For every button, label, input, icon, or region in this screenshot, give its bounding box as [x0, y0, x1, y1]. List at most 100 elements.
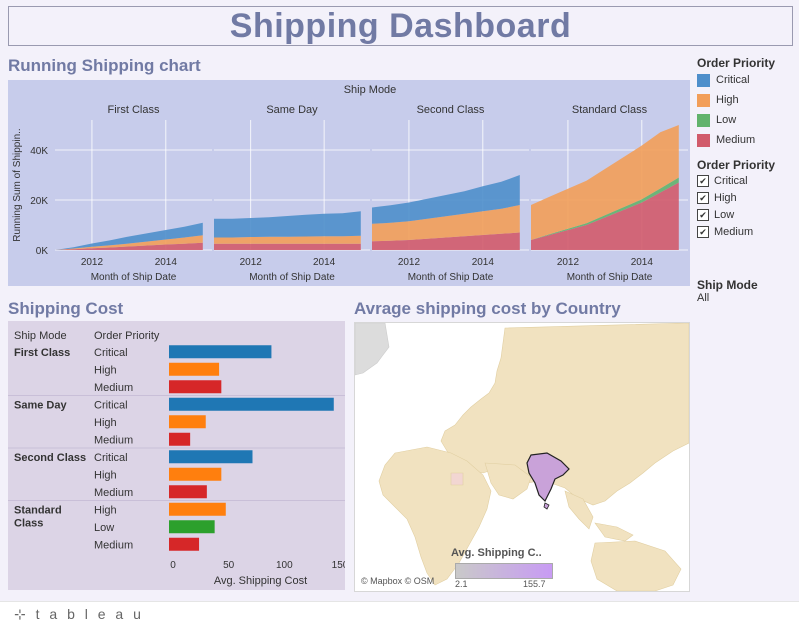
cost-bar[interactable]: [169, 520, 215, 534]
running-x-tick: 2012: [398, 257, 421, 268]
panel-standard-class[interactable]: Standard Class 2012 2014 Month of Ship Date: [531, 104, 688, 283]
order-priority-color-legend: Order Priority Critical High Low Medium: [697, 56, 775, 150]
cost-priority-label: Critical: [94, 452, 128, 464]
cost-bar[interactable]: [169, 485, 207, 499]
cost-row[interactable]: Second Class Critical: [8, 447, 345, 464]
cost-bar[interactable]: [169, 502, 226, 516]
cost-x-tick: 50: [223, 560, 235, 571]
cost-row[interactable]: First Class Critical: [14, 345, 272, 359]
area-medium[interactable]: [531, 182, 679, 251]
running-x-label: Month of Ship Date: [249, 272, 335, 283]
checkbox-icon[interactable]: ✔: [697, 208, 709, 221]
filter-rows[interactable]: ✔ Critical ✔ High ✔ Low ✔ Medium: [697, 172, 775, 240]
legend-item-high[interactable]: High: [697, 90, 775, 110]
country-map[interactable]: Avg. Shipping C.. 2.1 155.7 © Mapbox © O…: [354, 322, 690, 592]
area-medium[interactable]: [214, 243, 361, 250]
checkbox-icon[interactable]: ✔: [697, 225, 709, 238]
legend-swatch: [697, 113, 710, 127]
cost-row[interactable]: Medium: [94, 432, 191, 447]
cost-priority-label: Low: [94, 522, 114, 534]
filter-option-high[interactable]: ✔ High: [697, 189, 775, 206]
map-color-legend: [455, 563, 553, 579]
cost-bar[interactable]: [169, 345, 272, 359]
shipping-cost-bar-chart[interactable]: Ship Mode Order Priority First Class Critic…: [8, 321, 349, 590]
filter-label: Critical: [714, 174, 748, 187]
cost-row[interactable]: Medium: [94, 485, 207, 499]
cost-row[interactable]: Medium: [94, 380, 222, 394]
area-high[interactable]: [372, 205, 520, 242]
cost-row[interactable]: High: [94, 415, 206, 429]
running-x-tick: 2014: [631, 257, 654, 268]
running-y-tick: 0K: [36, 246, 49, 257]
panel-same-day[interactable]: Same Day 2012 2014 Month of Ship Date: [214, 104, 370, 283]
running-y-label: Running Sum of Shippin..: [12, 128, 23, 241]
tableau-logo[interactable]: ⊹ t a b l e a u: [14, 606, 144, 622]
shipping-cost-panel[interactable]: Ship Mode Order Priority First Class Critic…: [8, 321, 349, 590]
legend-item-medium[interactable]: Medium: [697, 130, 775, 150]
running-chart-panel[interactable]: Ship Mode Running Sum of Shippin.. 0K 20K 40…: [8, 80, 690, 286]
cost-ship-mode-label: Same Day: [14, 399, 67, 411]
legend-item-critical[interactable]: Critical: [697, 70, 775, 90]
legend-swatch: [697, 93, 710, 107]
cost-row[interactable]: High: [94, 362, 220, 377]
area-high[interactable]: [55, 235, 203, 250]
cost-bar[interactable]: [169, 467, 222, 481]
filter-option-low[interactable]: ✔ Low: [697, 206, 775, 223]
color-legend-rows: Critical High Low Medium: [697, 70, 775, 150]
area-medium[interactable]: [55, 242, 203, 250]
running-x-tick: 2012: [557, 257, 580, 268]
legend-label: High: [716, 94, 739, 106]
cost-bar[interactable]: [169, 397, 334, 411]
map-legend-title: Avg. Shipping C..: [451, 547, 542, 559]
area-critical[interactable]: [55, 222, 203, 250]
map-canvas[interactable]: [355, 323, 689, 591]
cost-bar[interactable]: [169, 450, 253, 464]
checkbox-icon[interactable]: ✔: [697, 174, 709, 187]
cost-bar[interactable]: [169, 380, 222, 394]
cost-bar[interactable]: [169, 432, 191, 446]
area-high[interactable]: [531, 125, 679, 240]
cost-ship-mode-label: Standard: [14, 504, 62, 516]
cost-row[interactable]: Medium: [94, 537, 200, 552]
panel-second-class[interactable]: Second Class 2012 2014 Month of Ship Date: [372, 104, 529, 283]
cost-bar[interactable]: [169, 537, 200, 551]
india-highlight[interactable]: [526, 452, 570, 503]
area-critical[interactable]: [214, 211, 361, 238]
cost-bar[interactable]: [169, 362, 220, 376]
land-southeast-asia: [564, 490, 634, 542]
land-greenland: [355, 323, 390, 376]
checkbox-icon[interactable]: ✔: [697, 191, 709, 204]
cost-bar[interactable]: [169, 415, 206, 429]
running-x-tick: 2014: [155, 257, 178, 268]
running-x-label: Month of Ship Date: [567, 272, 653, 283]
legend-label: Low: [716, 114, 737, 126]
legend-item-low[interactable]: Low: [697, 110, 775, 130]
filter-option-critical[interactable]: ✔ Critical: [697, 172, 775, 189]
order-priority-filter[interactable]: Order Priority ✔ Critical ✔ High ✔ Low ✔ Medium: [697, 158, 775, 240]
map-attribution[interactable]: © Mapbox © OSM: [361, 576, 435, 586]
area-critical[interactable]: [372, 175, 520, 224]
panel-header: First Class: [108, 104, 160, 116]
legend-label: Critical: [716, 74, 750, 86]
north-africa-small: [450, 472, 464, 486]
cost-row[interactable]: Low: [94, 520, 215, 534]
cost-priority-label: High: [94, 469, 117, 481]
cost-row[interactable]: High: [94, 467, 222, 482]
dashboard-title-box: Shipping Dashboard: [8, 6, 793, 46]
running-area-chart[interactable]: Ship Mode Running Sum of Shippin.. 0K 20K 40…: [8, 80, 690, 286]
panel-first-class[interactable]: First Class 2012 2014 Month of Ship Date: [55, 104, 212, 283]
ship-mode-value[interactable]: All: [697, 292, 710, 304]
panel-header: Same Day: [266, 104, 318, 116]
color-legend-title: Order Priority: [697, 56, 776, 70]
cost-priority-label: Medium: [94, 434, 133, 446]
running-x-label: Month of Ship Date: [91, 272, 177, 283]
filter-option-medium[interactable]: ✔ Medium: [697, 223, 775, 240]
cost-row[interactable]: Same Day Critical: [8, 395, 345, 412]
ship-mode-filter[interactable]: Ship Mode All: [697, 278, 758, 304]
area-high[interactable]: [214, 235, 361, 244]
area-medium[interactable]: [372, 232, 520, 251]
cost-x-tick: 100: [276, 560, 293, 571]
cost-ship-mode-label: First Class: [14, 347, 70, 359]
ship-mode-header: Ship Mode: [344, 84, 397, 96]
